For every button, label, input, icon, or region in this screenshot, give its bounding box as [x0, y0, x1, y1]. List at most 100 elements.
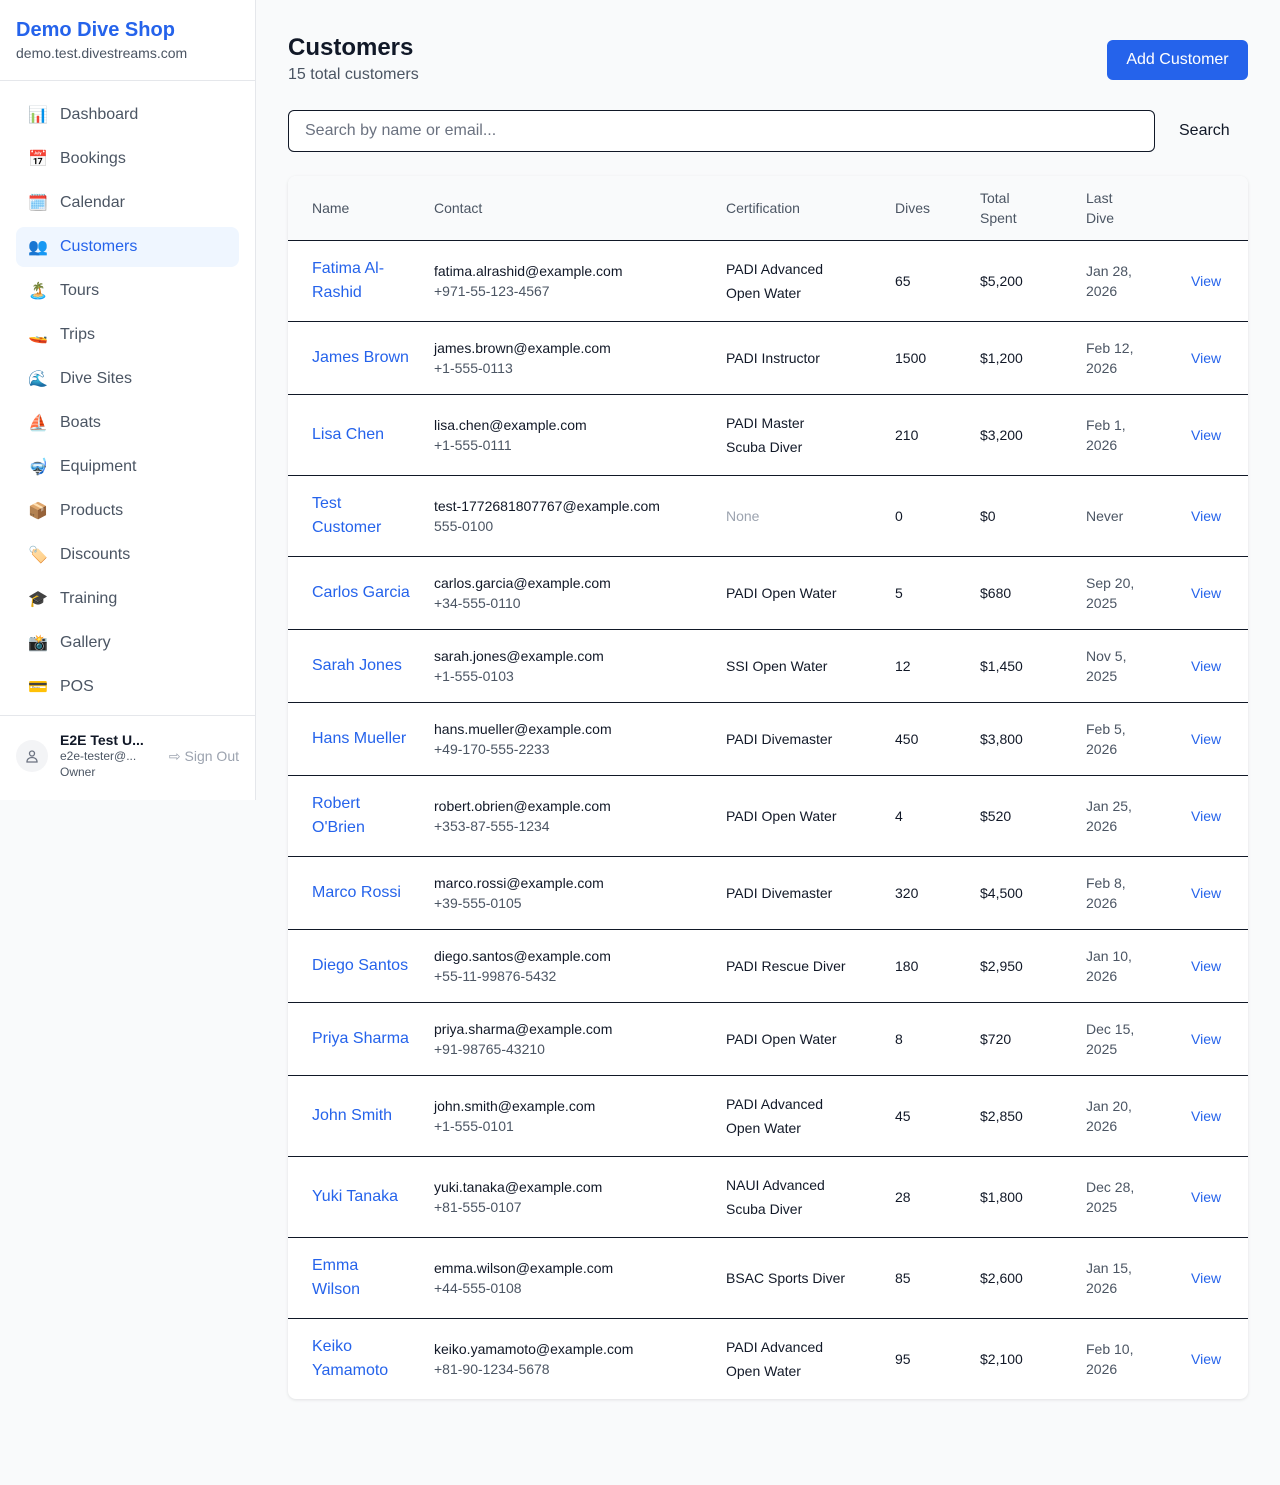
sidebar-item-discounts[interactable]: 🏷️ Discounts	[16, 535, 239, 575]
customer-phone: 555-0100	[434, 517, 494, 534]
dives: 45	[871, 1075, 956, 1157]
dives: 4	[871, 775, 956, 857]
search-button[interactable]: Search	[1179, 122, 1230, 139]
sidebar-item-calendar[interactable]: 🗓️ Calendar	[16, 183, 239, 223]
column-header: Last Dive	[1062, 176, 1167, 241]
certification: PADI Advanced Open Water	[702, 240, 871, 322]
customer-name-link[interactable]: Sarah Jones	[312, 656, 402, 674]
shop-name[interactable]: Demo Dive Shop	[16, 19, 175, 41]
page-title: Customers	[288, 34, 414, 61]
last-dive: Jan 15, 2026	[1062, 1237, 1167, 1319]
view-customer-link[interactable]: View	[1191, 807, 1222, 824]
sidebar-item-trips[interactable]: 🚤 Trips	[16, 315, 239, 355]
sidebar-item-training[interactable]: 🎓 Training	[16, 579, 239, 619]
package-icon: 📦	[28, 503, 48, 520]
wave-icon: 🌊	[28, 371, 48, 388]
sidebar-item-bookings[interactable]: 📅 Bookings	[16, 139, 239, 179]
view-customer-link[interactable]: View	[1191, 1350, 1222, 1367]
sidebar-item-gallery[interactable]: 📸 Gallery	[16, 623, 239, 663]
search-input[interactable]	[288, 110, 1155, 152]
last-dive: Feb 5, 2026	[1062, 702, 1167, 776]
customer-phone: +81-90-1234-5678	[434, 1360, 550, 1377]
customer-email: priya.sharma@example.com	[434, 1020, 613, 1037]
certification: PADI Advanced Open Water	[726, 1338, 824, 1379]
certification: PADI Master Scuba Diver	[702, 394, 871, 476]
last-dive: Dec 15, 2025	[1062, 1002, 1167, 1076]
sidebar-item-label: Equipment	[60, 458, 137, 475]
view-customer-link[interactable]: View	[1191, 1269, 1222, 1286]
bar-chart-icon: 📊	[28, 107, 48, 124]
last-dive: Jan 10, 2026	[1062, 929, 1167, 1003]
sidebar-item-dashboard[interactable]: 📊 Dashboard	[16, 95, 239, 135]
table-row: Priya Sharma priya.sharma@example.com +91…	[288, 1002, 1248, 1076]
speedboat-icon: 🚤	[28, 327, 48, 344]
sidebar-item-label: Boats	[60, 414, 101, 431]
total-spent: $2,850	[956, 1075, 1062, 1157]
customer-name-link[interactable]: Yuki Tanaka	[312, 1187, 398, 1205]
sidebar-nav: 📊 Dashboard 📅 Bookings 🗓️ Calendar 👥 Customers 🏝…	[0, 81, 255, 707]
sign-out-button[interactable]: ⇨ Sign Out	[169, 748, 239, 765]
dives: 5	[871, 556, 956, 630]
add-customer-button[interactable]: Add Customer	[1107, 40, 1248, 80]
customer-name-link[interactable]: John Smith	[312, 1106, 393, 1124]
sidebar-item-label: POS	[60, 678, 94, 695]
last-dive: Feb 12, 2026	[1062, 321, 1167, 395]
customer-name-link[interactable]: Carlos Garcia	[312, 583, 410, 601]
customer-name-link[interactable]: Lisa Chen	[312, 425, 385, 443]
customer-phone: +44-555-0108	[434, 1279, 522, 1296]
customer-name-link[interactable]: Diego Santos	[312, 956, 409, 974]
dives: 85	[871, 1237, 956, 1319]
calendar-date-icon: 📅	[28, 151, 48, 168]
customer-name-link[interactable]: Keiko Yamamoto	[312, 1337, 389, 1379]
sidebar-item-label: Dive Sites	[60, 370, 133, 387]
customer-phone: +1-555-0103	[434, 667, 514, 684]
customer-name-link[interactable]: Robert O'Brien	[312, 794, 365, 836]
last-dive: Jan 25, 2026	[1062, 775, 1167, 857]
total-spent: $1,800	[956, 1156, 1062, 1238]
view-customer-link[interactable]: View	[1191, 1188, 1222, 1205]
sidebar-item-boats[interactable]: ⛵ Boats	[16, 403, 239, 443]
dives: 12	[871, 629, 956, 703]
customer-email: hans.mueller@example.com	[434, 720, 612, 737]
customers-table: Name Contact Certification Dives Total Spent…	[288, 176, 1248, 1399]
view-customer-link[interactable]: View	[1191, 884, 1222, 901]
sidebar-item-pos[interactable]: 💳 POS	[16, 667, 239, 707]
customer-name-link[interactable]: Fatima Al-Rashid	[312, 259, 385, 301]
total-spent: $2,600	[956, 1237, 1062, 1319]
table-row: John Smith john.smith@example.com +1-555-…	[288, 1075, 1248, 1157]
customer-name-link[interactable]: Test Customer	[312, 494, 382, 536]
customer-name-link[interactable]: James Brown	[312, 348, 409, 366]
view-customer-link[interactable]: View	[1191, 426, 1222, 443]
customer-name-link[interactable]: Emma Wilson	[312, 1256, 361, 1298]
customer-name-link[interactable]: Priya Sharma	[312, 1029, 409, 1047]
view-customer-link[interactable]: View	[1191, 957, 1222, 974]
customer-phone: +81-555-0107	[434, 1198, 522, 1215]
view-customer-link[interactable]: View	[1191, 1107, 1222, 1124]
view-customer-link[interactable]: View	[1191, 507, 1222, 524]
view-customer-link[interactable]: View	[1191, 272, 1222, 289]
view-customer-link[interactable]: View	[1191, 1030, 1222, 1047]
sidebar-item-tours[interactable]: 🏝️ Tours	[16, 271, 239, 311]
dives: 95	[895, 1350, 911, 1367]
total-spent: $4,500	[956, 856, 1062, 930]
customer-name-link[interactable]: Hans Mueller	[312, 729, 407, 747]
dives: 180	[871, 929, 956, 1003]
total-spent: $680	[956, 556, 1062, 630]
view-customer-link[interactable]: View	[1191, 584, 1222, 601]
sidebar: Demo Dive Shop demo.test.divestreams.com…	[0, 0, 256, 800]
customer-email: john.smith@example.com	[434, 1097, 596, 1114]
sidebar-item-products[interactable]: 📦 Products	[16, 491, 239, 531]
customer-email: test-1772681807767@example.com	[434, 497, 660, 514]
view-customer-link[interactable]: View	[1191, 730, 1222, 747]
sidebar-item-equipment[interactable]: 🤿 Equipment	[16, 447, 239, 487]
total-spent: $5,200	[956, 240, 1062, 322]
table-row: Lisa Chen lisa.chen@example.com +1-555-01…	[288, 394, 1248, 476]
view-customer-link[interactable]: View	[1191, 657, 1222, 674]
customer-email: lisa.chen@example.com	[434, 416, 587, 433]
table-row: Keiko Yamamoto keiko.yamamoto@example.co…	[288, 1318, 1248, 1399]
last-dive: Dec 28, 2025	[1062, 1156, 1167, 1238]
view-customer-link[interactable]: View	[1191, 349, 1222, 366]
sidebar-item-dive-sites[interactable]: 🌊 Dive Sites	[16, 359, 239, 399]
sidebar-item-customers[interactable]: 👥 Customers	[16, 227, 239, 267]
customer-name-link[interactable]: Marco Rossi	[312, 883, 401, 901]
